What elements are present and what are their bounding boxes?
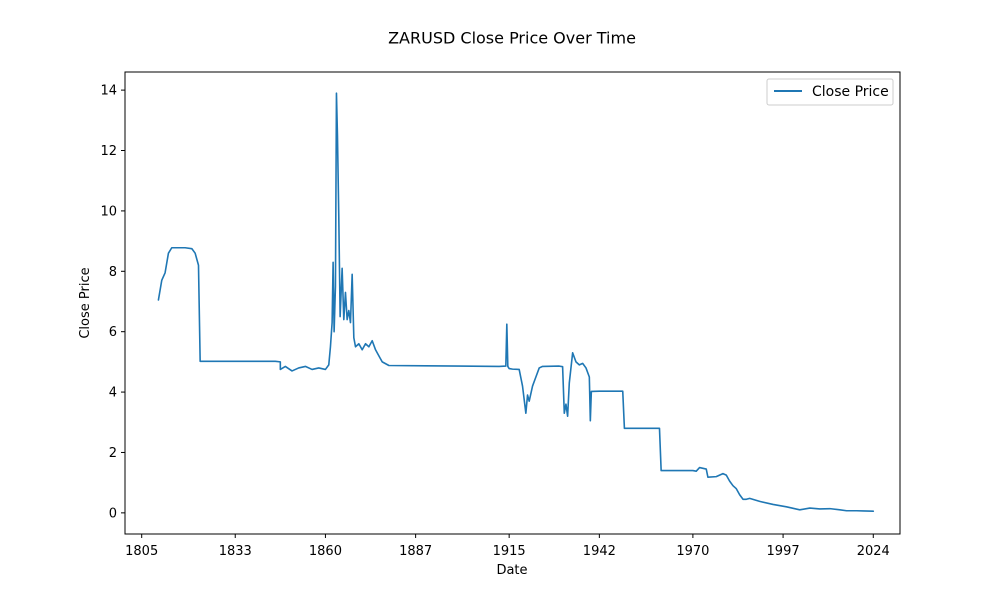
legend: Close Price	[766, 78, 894, 106]
x-tick-label: 2024	[857, 544, 890, 559]
x-tick-label: 1970	[676, 544, 709, 559]
y-axis: 0 2 4 6 8 10 12 14	[100, 84, 125, 521]
x-tick-label: 1942	[583, 544, 616, 559]
x-axis: 1805 1833 1860 1887 1915 1942 1970 1997 2024	[125, 534, 890, 559]
y-tick-label: 8	[109, 265, 117, 280]
plot-frame	[124, 71, 901, 535]
chart-title: ZARUSD Close Price Over Time	[388, 29, 636, 48]
y-tick-label: 12	[100, 144, 117, 159]
x-tick-label: 1833	[219, 544, 252, 559]
y-tick-label: 0	[109, 506, 117, 521]
plot-area: 1805 1833 1860 1887 1915 1942 1970 1997 2024 0 2 4…	[100, 71, 901, 559]
x-tick-label: 1887	[399, 544, 432, 559]
x-tick-label: 1997	[767, 544, 800, 559]
y-tick-label: 14	[100, 84, 117, 99]
x-tick-label: 1860	[309, 544, 342, 559]
series-layer	[157, 92, 875, 512]
x-axis-label: Date	[496, 563, 527, 578]
x-tick-label: 1915	[493, 544, 526, 559]
legend-frame	[766, 78, 894, 106]
y-tick-label: 10	[100, 204, 117, 219]
y-tick-label: 6	[109, 325, 117, 340]
legend-label: Close Price	[812, 84, 889, 100]
y-tick-label: 2	[109, 446, 117, 461]
x-tick-label: 1805	[125, 544, 158, 559]
y-axis-label: Close Price	[78, 267, 93, 338]
y-tick-label: 4	[109, 386, 117, 401]
series-line-0	[157, 92, 875, 512]
